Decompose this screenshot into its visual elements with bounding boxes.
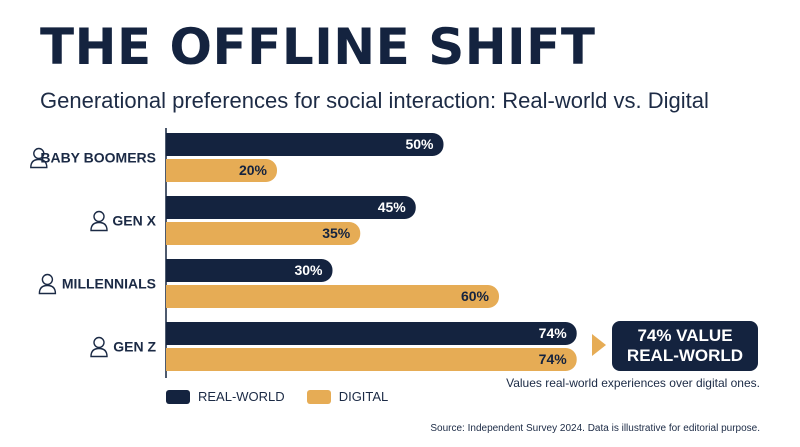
legend-swatch-digital (306, 389, 331, 404)
bar-real-world-gen-x (166, 196, 416, 219)
bar-digital-baby-boomers (166, 159, 277, 182)
callout-line-2: REAL-WORLD (626, 346, 744, 365)
bar-value-label-real-world-gen-z: 74% (539, 325, 568, 341)
bar-real-world-baby-boomers (166, 133, 444, 156)
bar-base-digital-gen-x (166, 222, 178, 245)
bar-value-label-digital-gen-x: 35% (322, 225, 351, 241)
bar-value-label-digital-gen-z: 74% (539, 351, 568, 367)
bar-base-real-world-gen-z (166, 322, 178, 345)
bar-value-label-real-world-gen-x: 45% (378, 199, 407, 215)
category-label-baby-boomers: BABY BOOMERS (40, 150, 156, 166)
bar-value-label-real-world-baby-boomers: 50% (405, 136, 434, 152)
bar-base-digital-baby-boomers (166, 159, 178, 182)
category-label-gen-z: GEN Z (113, 339, 156, 355)
chart-legend: REAL-WORLD DIGITAL (166, 389, 388, 404)
bar-value-label-digital-baby-boomers: 20% (239, 162, 268, 178)
legend-label-real-world: REAL-WORLD (198, 389, 285, 404)
bar-real-world-millennials (166, 259, 333, 282)
source-note: Source: Independent Survey 2024. Data is… (430, 423, 760, 434)
bar-base-digital-millennials (166, 285, 178, 308)
bar-digital-millennials (166, 285, 499, 308)
page-title: THE OFFLINE SHIFT (40, 18, 596, 76)
page-subtitle: Generational preferences for social inte… (40, 88, 709, 113)
bar-real-world-gen-z (166, 322, 577, 345)
bar-base-real-world-millennials (166, 259, 178, 282)
legend-item-digital: DIGITAL (306, 389, 389, 404)
category-label-gen-x: GEN X (112, 213, 156, 229)
legend-item-real-world: REAL-WORLD (166, 389, 285, 404)
elder-person-icon (30, 147, 48, 169)
bar-value-label-real-world-millennials: 30% (294, 262, 323, 278)
bar-value-label-digital-millennials: 60% (461, 288, 490, 304)
woman-person-icon (90, 210, 108, 232)
legend-label-digital: DIGITAL (338, 389, 389, 404)
man-person-icon (38, 273, 57, 295)
legend-swatch-real-world (166, 389, 190, 404)
bar-base-real-world-gen-x (166, 196, 178, 219)
callout-arrow-icon (592, 334, 606, 356)
callout-note: Values real-world experiences over digit… (506, 376, 760, 390)
bar-digital-gen-z (166, 348, 577, 371)
bar-base-digital-gen-z (166, 348, 178, 371)
category-label-millennials: MILLENNIALS (62, 276, 156, 292)
bar-base-real-world-baby-boomers (166, 133, 178, 156)
callout-line-1: 74% VALUE (637, 326, 733, 345)
young-person-icon (90, 336, 108, 358)
gen-z-callout: 74% VALUE REAL-WORLD (612, 321, 758, 371)
bar-digital-gen-x (166, 222, 361, 245)
